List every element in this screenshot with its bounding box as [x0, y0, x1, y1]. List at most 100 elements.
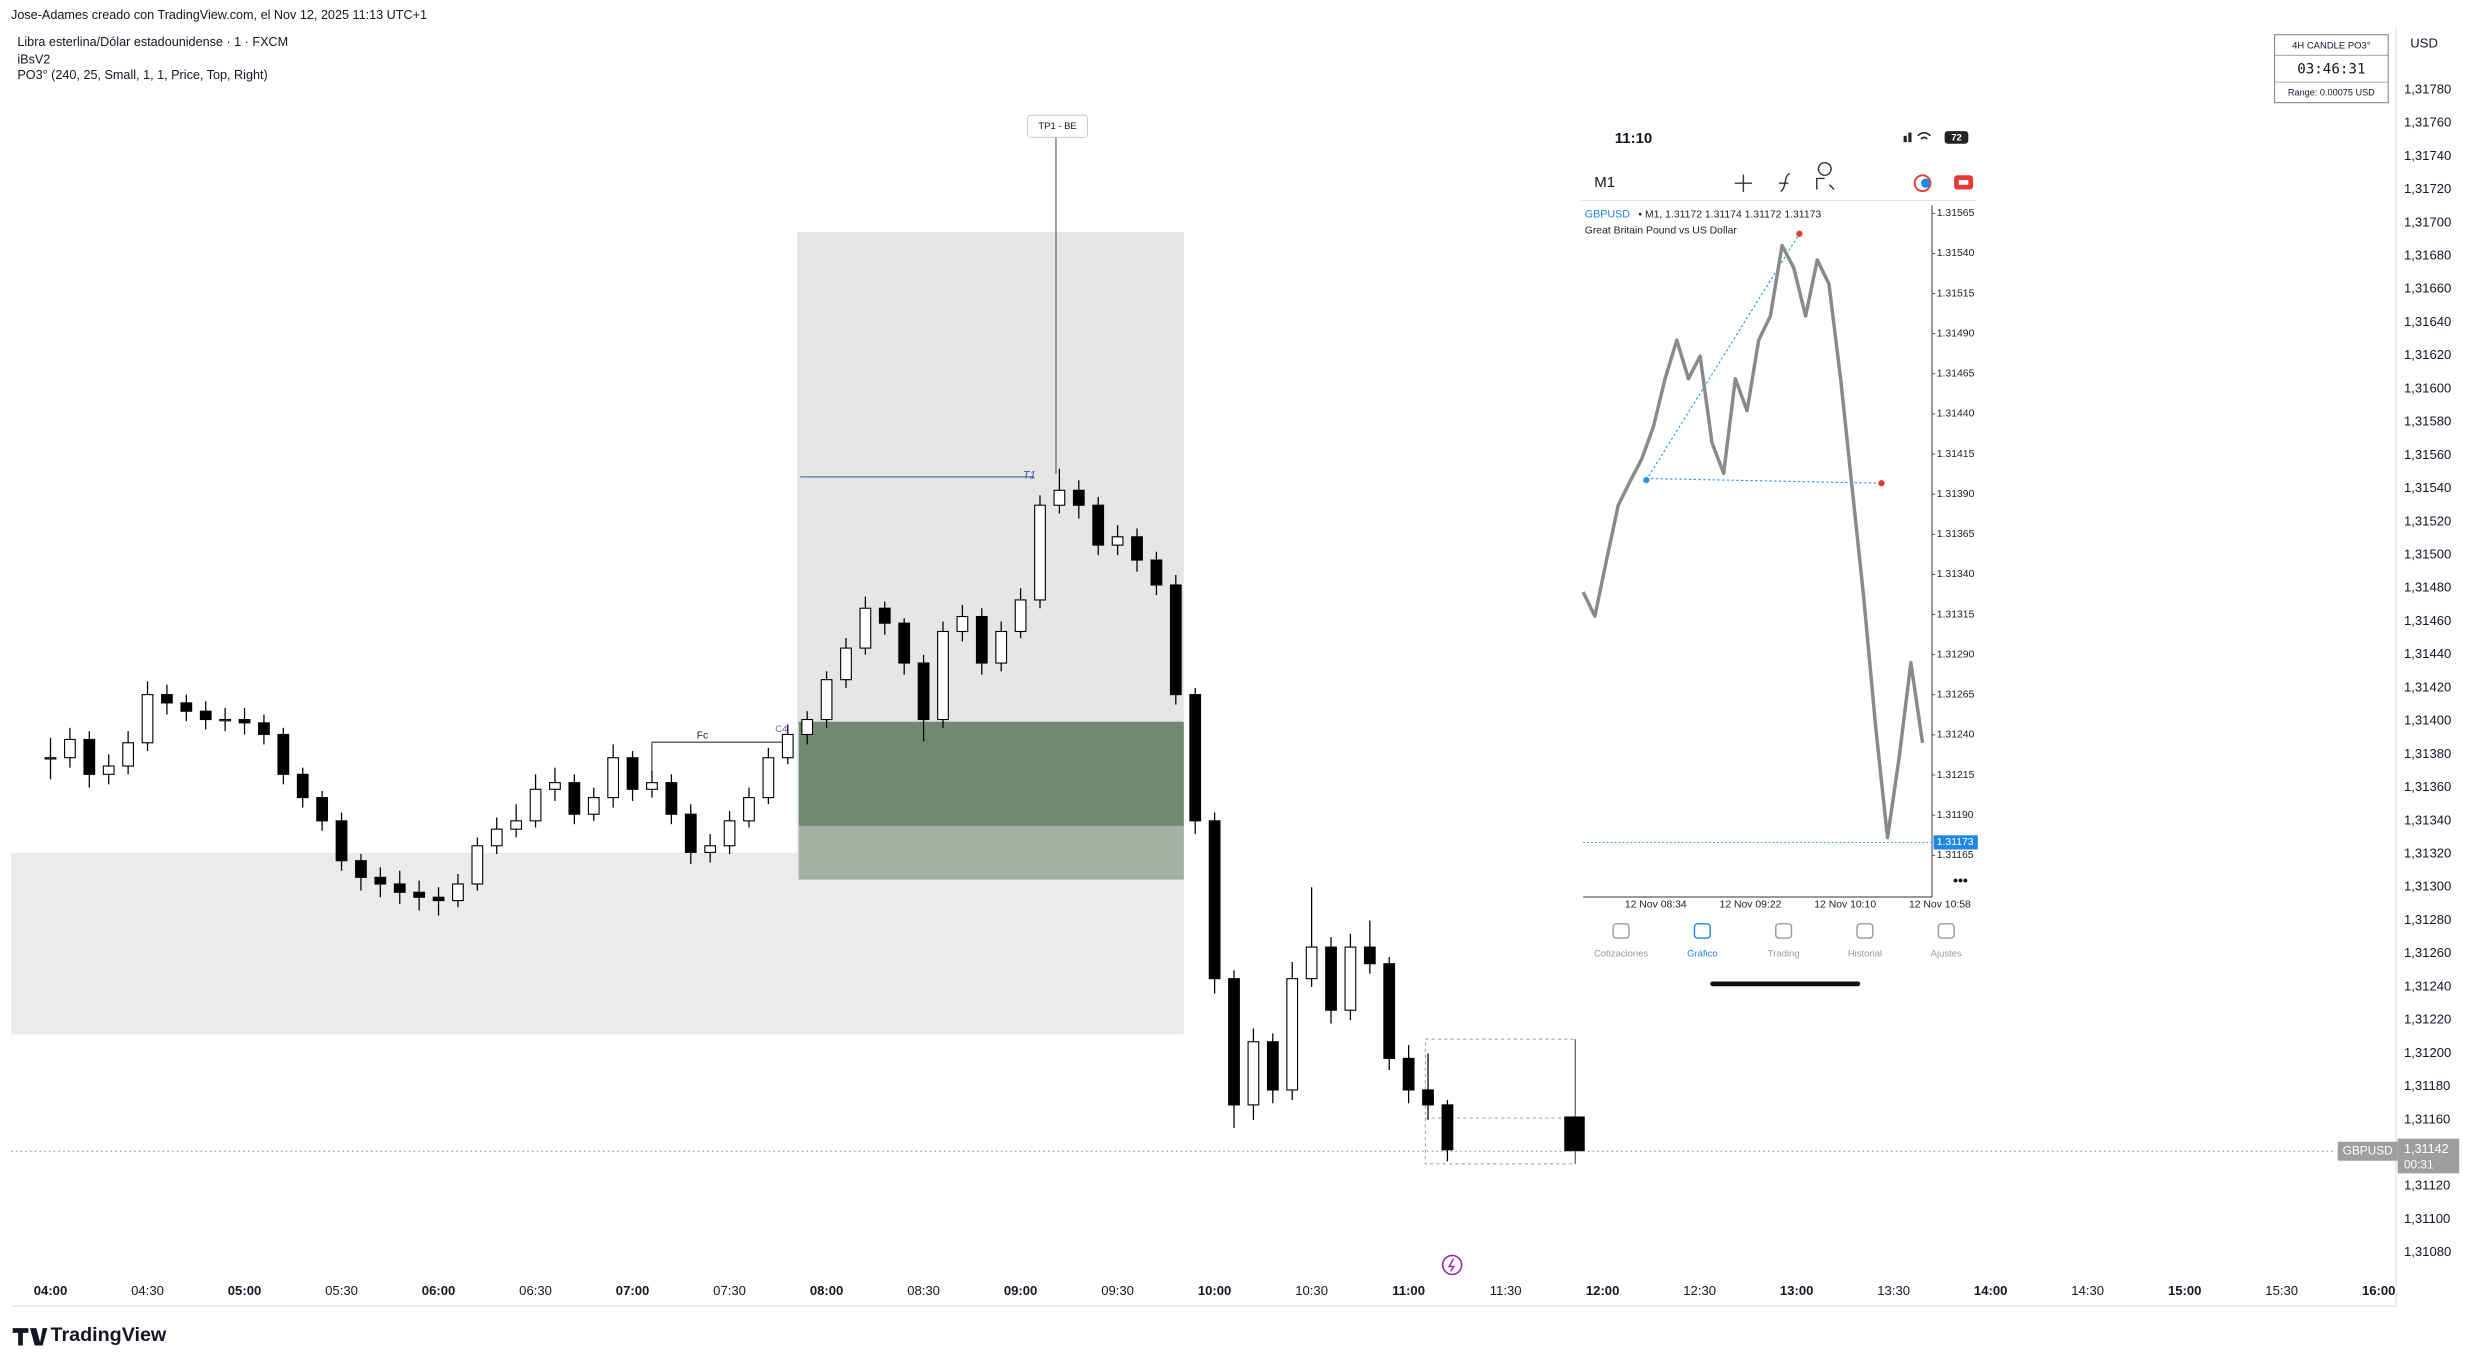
brand-name: TradingView [51, 1324, 167, 1346]
y-tick-label: 1,31660 [2404, 281, 2451, 296]
tab-icon[interactable] [1693, 923, 1711, 939]
y-tick-label: 1,31540 [2404, 480, 2451, 495]
y-tick-label: 1,31580 [2404, 414, 2451, 429]
candle-body [258, 722, 270, 736]
y-tick-label: 1.31290 [1937, 649, 1975, 660]
candle-body [723, 820, 736, 847]
tab-icon[interactable] [1612, 923, 1630, 939]
x-tick-label: 07:30 [713, 1283, 746, 1298]
tab-icon[interactable] [1775, 923, 1793, 939]
candle-body [1150, 559, 1163, 586]
y-tick-label: 1,31640 [2404, 314, 2451, 329]
candle-body [1131, 536, 1143, 561]
y-tick-label: 1,31720 [2404, 181, 2451, 196]
x-tick-label: 13:00 [1780, 1283, 1813, 1298]
y-tick-label: 1.31415 [1937, 449, 1975, 460]
candle-body [626, 757, 639, 790]
po3-widget [2273, 34, 2389, 104]
credit: Jose-Adames creado con TradingView.com, … [11, 8, 427, 22]
tab-label: Ajustes [1931, 948, 1962, 959]
zones: T1 Fc C4 TP1 - BE [11, 114, 2337, 1165]
objects-icon[interactable] [1816, 162, 1835, 191]
inset-symbol: GBPUSD [1585, 209, 1631, 221]
y-tick-label: 1.31215 [1937, 770, 1975, 781]
candle-body [1305, 946, 1318, 980]
trend-line [1646, 477, 1882, 484]
wifi [1917, 131, 1931, 140]
timeframe[interactable]: M1 [1594, 174, 1615, 191]
x-tick-label: 14:00 [1974, 1283, 2007, 1298]
anchor [1643, 476, 1650, 484]
candle-body [917, 662, 930, 721]
inset-name: Great Britain Pound vs US Dollar [1585, 225, 1738, 236]
y-tick-label: 1.31565 [1937, 208, 1975, 219]
price-tag-value: 1,31142 [2404, 1142, 2449, 1156]
candle-body [238, 718, 251, 724]
main-chart: 1,31780 1,31760 1,31740 1,31720 1,31700 1,316… [34, 81, 2452, 1298]
candle-body [413, 891, 426, 898]
projection-candle [1564, 1116, 1585, 1152]
y-tick-label: 1,31360 [2404, 779, 2451, 794]
candle-body [44, 757, 57, 760]
y-tick-label: 1,31180 [2404, 1078, 2450, 1093]
tp-label: TP1 - BE [1038, 121, 1076, 132]
y-tick-label: 1.31390 [1937, 489, 1975, 500]
candle-body [975, 615, 988, 664]
x-tick-label: 04:30 [131, 1283, 164, 1298]
x-tick-label: 10:00 [1198, 1283, 1231, 1298]
y-tick-label: 1,31480 [2404, 580, 2451, 595]
trend-line [1645, 233, 1800, 481]
candle-body [335, 820, 348, 862]
candle-body [878, 607, 891, 624]
candle-body [490, 828, 503, 847]
candle-body [801, 718, 814, 736]
tab-icon[interactable] [1856, 923, 1874, 939]
y-tick-label: 1,31380 [2404, 746, 2451, 761]
anchor [1796, 230, 1803, 237]
candle-body [1247, 1041, 1260, 1106]
candle-body [762, 757, 775, 799]
more-icon[interactable]: ••• [1953, 873, 1968, 889]
candle-body [219, 718, 232, 722]
candle-body [393, 883, 406, 893]
candle-body [1441, 1104, 1454, 1151]
battery-level: 72 [1951, 133, 1962, 144]
currency: USD [2410, 36, 2438, 51]
candle-body [510, 820, 523, 830]
candle-body [1034, 504, 1046, 601]
crosshair-icon[interactable] [1734, 174, 1753, 192]
c4-label: C4 [775, 724, 787, 735]
indicator-icon[interactable] [1778, 173, 1791, 192]
y-tick-label: 1,31780 [2404, 81, 2451, 96]
widget-title: 4H CANDLE PO3° [2292, 40, 2371, 51]
y-tick-label: 1,31220 [2404, 1012, 2451, 1027]
tab-icon[interactable] [1937, 923, 1955, 939]
candle-body [1014, 599, 1027, 633]
signal [1908, 132, 1912, 143]
alert-icon[interactable] [1441, 1254, 1463, 1276]
candle-body [180, 702, 193, 712]
candle-body [937, 630, 949, 721]
candle-body [1344, 946, 1357, 1011]
y-tick-label: 1.31240 [1937, 730, 1975, 741]
inset-legend: • M1, 1.31172 1.31174 1.31172 1.31173 [1638, 210, 1821, 221]
account-icon-inner [1920, 178, 1931, 188]
candle-body [646, 782, 658, 790]
y-tick-label: 1,31160 [2404, 1111, 2450, 1126]
y-tick-label: 1,31560 [2404, 447, 2451, 462]
anchor [1878, 480, 1885, 487]
candle-body [1286, 978, 1299, 1091]
x-tick-label: 12:30 [1683, 1283, 1716, 1298]
x-tick-label: 08:30 [907, 1283, 940, 1298]
candle-body [607, 757, 620, 799]
indicator-settings: PO3° (240, 25, Small, 1, 1, Price, Top, … [17, 68, 267, 82]
candle-body [820, 679, 833, 721]
x-tick-label: 11:00 [1392, 1283, 1425, 1298]
x-tick-label: 12 Nov 10:58 [1909, 900, 1971, 911]
y-tick-label: 1,31080 [2404, 1244, 2451, 1259]
candle-body [1208, 820, 1221, 980]
candle-body [587, 797, 600, 815]
x-tick-label: 15:00 [2168, 1283, 2201, 1298]
fvg-zone [798, 721, 1184, 826]
candle-body [1111, 536, 1124, 546]
